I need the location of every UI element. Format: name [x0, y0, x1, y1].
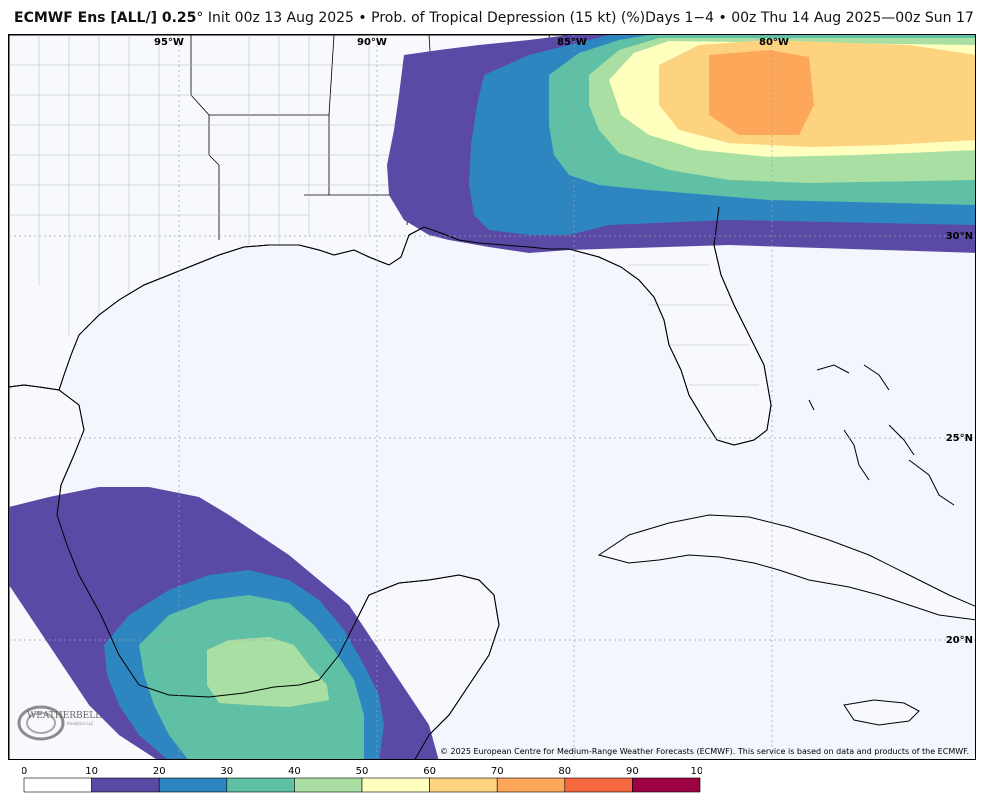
- colorbar-tick-label: 80: [558, 766, 571, 777]
- colorbar-tick-label: 90: [626, 766, 639, 777]
- lon-label-85w: 85°W: [557, 37, 587, 48]
- colorbar-swatch-0: [23, 777, 92, 793]
- title-details: Init 00z 13 Aug 2025 • Prob. of Tropical…: [203, 10, 974, 26]
- colorbar-tick-label: 30: [220, 766, 233, 777]
- colorbar-tick-label: 20: [153, 766, 166, 777]
- colorbar-swatch-4: [294, 777, 363, 793]
- colorbar-swatch-7: [496, 777, 566, 793]
- lat-label-30n: 30°N: [946, 231, 973, 242]
- copyright-notice: © 2025 European Centre for Medium-Range …: [440, 747, 969, 756]
- colorbar-swatch-8: [564, 777, 633, 793]
- colorbar-swatch-2: [158, 777, 228, 793]
- colorbar-tick-label: 60: [423, 766, 436, 777]
- logo-text: WEATHERBELL: [27, 711, 101, 721]
- lon-label-90w: 90°W: [357, 37, 387, 48]
- colorbar-tick-label: 10: [85, 766, 98, 777]
- colorbar-tick-label: 70: [491, 766, 504, 777]
- lat-label-25n: 25°N: [946, 433, 973, 444]
- land-jamaica: [843, 699, 920, 726]
- lon-label-80w: 80°W: [759, 37, 789, 48]
- map-canvas: 95°W 90°W 85°W 80°W 30°N 25°N 20°N: [9, 35, 975, 759]
- colorbar-tick-label: 100: [690, 766, 702, 777]
- land-cuba: [597, 514, 975, 621]
- map-title: ECMWF Ens [ALL/] 0.25° Init 00z 13 Aug 2…: [14, 10, 974, 32]
- logo-subtext: Analytics LLC: [67, 721, 94, 726]
- map-panel[interactable]: 95°W 90°W 85°W 80°W 30°N 25°N 20°N WEATH…: [8, 34, 976, 760]
- model-name: ECMWF Ens [ALL/] 0.25: [14, 10, 197, 26]
- lat-label-20n: 20°N: [946, 635, 973, 646]
- colorbar-tick-label: 40: [288, 766, 301, 777]
- degree-symbol: °: [196, 10, 204, 26]
- land-bahamas: [808, 364, 955, 506]
- colorbar-tick-label: 50: [356, 766, 369, 777]
- colorbar-swatch-3: [226, 777, 295, 793]
- colorbar-ticks: 0 10 20 30 40 50 60 70 80 90 100: [22, 766, 702, 777]
- colorbar-swatch-1: [91, 777, 160, 793]
- prob-shading-south: [9, 487, 439, 759]
- prob-shading-north: [387, 35, 975, 253]
- lon-label-95w: 95°W: [154, 37, 184, 48]
- colorbar-swatch-6: [429, 777, 498, 793]
- colorbar-legend: 0 10 20 30 40 50 60 70 80 90 100: [22, 766, 702, 793]
- colorbar-swatch-5: [361, 777, 430, 793]
- colorbar-tick-label: 0: [22, 766, 27, 777]
- graticule: [9, 35, 975, 759]
- weatherbell-logo: WEATHERBELL Analytics LLC: [17, 705, 101, 741]
- coastline: [9, 206, 772, 759]
- colorbar-swatches: [23, 777, 701, 793]
- colorbar-swatch-9: [632, 777, 701, 793]
